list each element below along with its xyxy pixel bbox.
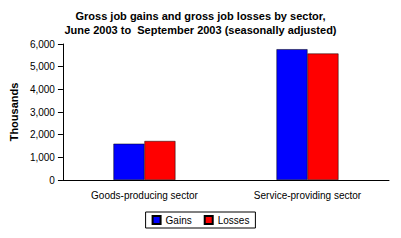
svg-text:3,000: 3,000: [30, 107, 55, 118]
svg-text:Losses: Losses: [218, 215, 250, 226]
svg-text:Service-providing sector: Service-providing sector: [254, 190, 362, 201]
svg-text:4,000: 4,000: [30, 84, 55, 95]
svg-text:5,000: 5,000: [30, 61, 55, 72]
svg-text:1,000: 1,000: [30, 152, 55, 163]
svg-text:Gross job gains and gross job: Gross job gains and gross job losses by …: [75, 10, 325, 22]
svg-text:Gains: Gains: [166, 215, 192, 226]
svg-text:0: 0: [49, 175, 55, 186]
svg-text:Thousands: Thousands: [8, 83, 20, 142]
svg-text:June 2003 to September 2003 (: June 2003 to September 2003 (seasonally …: [64, 24, 336, 36]
svg-text:6,000: 6,000: [30, 39, 55, 50]
svg-text:Goods-producing sector: Goods-producing sector: [91, 190, 198, 201]
svg-text:2,000: 2,000: [30, 129, 55, 140]
